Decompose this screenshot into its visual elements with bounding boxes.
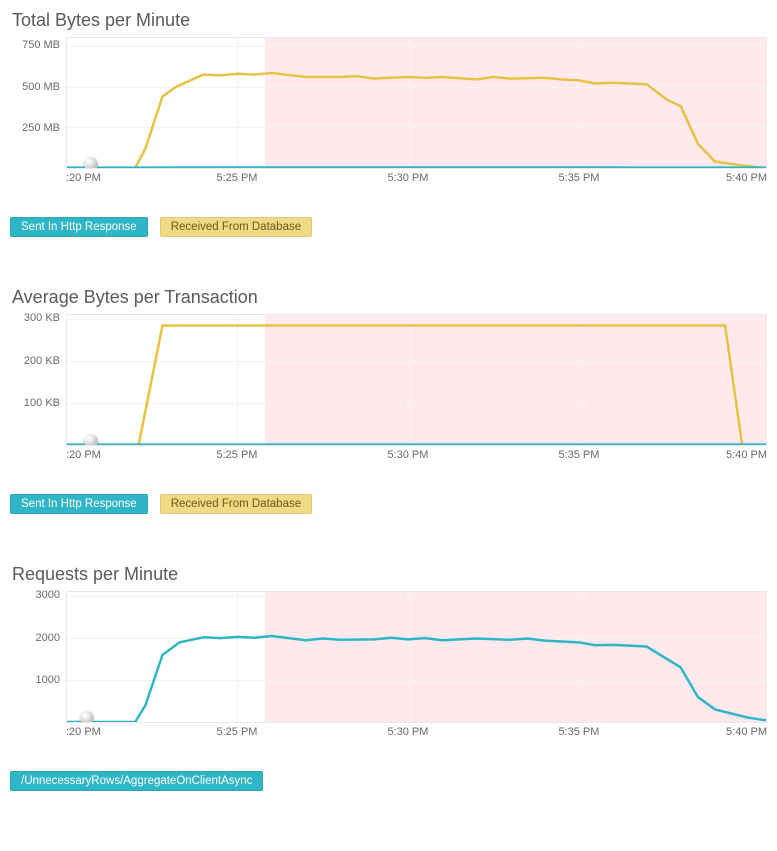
y-tick-label: 750 MB (22, 39, 60, 51)
legend-item[interactable]: Sent In Http Response (10, 494, 148, 514)
chart-title: Requests per Minute (12, 564, 767, 585)
chart-avg-bytes: Average Bytes per Transaction 100 KB 200 K… (10, 287, 767, 514)
series-svg (67, 38, 766, 168)
x-tick-label: 5:35 PM (558, 726, 599, 738)
x-axis-labels: :20 PM 5:25 PM 5:30 PM 5:35 PM 5:40 PM (10, 725, 767, 741)
x-tick-label: 5:35 PM (558, 172, 599, 184)
y-tick-label: 1000 (36, 674, 60, 686)
x-tick-label: 5:40 PM (726, 449, 767, 461)
x-tick-label: 5:25 PM (216, 172, 257, 184)
y-tick-label: 200 KB (24, 355, 60, 367)
x-tick-label: :20 PM (66, 449, 101, 461)
time-marker-icon[interactable] (80, 711, 94, 723)
x-tick-label: :20 PM (66, 172, 101, 184)
chart-frame: 100 KB 200 KB 300 KB :20 PM 5:25 PM 5:30 PM 5:… (10, 314, 767, 464)
x-tick-label: 5:40 PM (726, 172, 767, 184)
legend: Sent In Http Response Received From Datab… (10, 494, 767, 514)
time-marker-icon[interactable] (84, 434, 98, 446)
time-marker-icon[interactable] (84, 157, 98, 169)
chart-title: Average Bytes per Transaction (12, 287, 767, 308)
legend-item[interactable]: /UnnecessaryRows/AggregateOnClientAsync (10, 771, 263, 791)
y-tick-label: 500 MB (22, 81, 60, 93)
legend-item[interactable]: Received From Database (160, 494, 312, 514)
legend-item[interactable]: Received From Database (160, 217, 312, 237)
y-axis-labels: 100 KB 200 KB 300 KB (10, 314, 64, 446)
series-svg (67, 592, 766, 722)
chart-frame: 250 MB 500 MB 750 MB :20 PM 5:25 PM 5:30 PM 5:… (10, 37, 767, 187)
y-tick-label: 100 KB (24, 397, 60, 409)
x-tick-label: :20 PM (66, 726, 101, 738)
y-axis-labels: 250 MB 500 MB 750 MB (10, 37, 64, 169)
x-tick-label: 5:40 PM (726, 726, 767, 738)
series-line[interactable] (67, 73, 766, 168)
x-axis-labels: :20 PM 5:25 PM 5:30 PM 5:35 PM 5:40 PM (10, 448, 767, 464)
y-tick-label: 3000 (36, 589, 60, 601)
chart-frame: 1000 2000 3000 :20 PM 5:25 PM 5:30 PM 5:35 PM 5… (10, 591, 767, 741)
x-tick-label: 5:30 PM (387, 172, 428, 184)
x-tick-label: 5:25 PM (216, 449, 257, 461)
series-line[interactable] (67, 325, 766, 445)
chart-total-bytes: Total Bytes per Minute 250 MB 500 MB 750 MB… (10, 10, 767, 237)
legend: /UnnecessaryRows/AggregateOnClientAsync (10, 771, 767, 791)
plot-area[interactable] (66, 591, 767, 723)
x-axis-labels: :20 PM 5:25 PM 5:30 PM 5:35 PM 5:40 PM (10, 171, 767, 187)
x-tick-label: 5:30 PM (387, 726, 428, 738)
y-tick-label: 250 MB (22, 122, 60, 134)
y-axis-labels: 1000 2000 3000 (10, 591, 64, 723)
chart-title: Total Bytes per Minute (12, 10, 767, 31)
plot-area[interactable] (66, 314, 767, 446)
legend: Sent In Http Response Received From Datab… (10, 217, 767, 237)
series-svg (67, 315, 766, 445)
plot-area[interactable] (66, 37, 767, 169)
chart-requests: Requests per Minute 1000 2000 3000 :20 PM 5:2… (10, 564, 767, 791)
legend-item[interactable]: Sent In Http Response (10, 217, 148, 237)
x-tick-label: 5:30 PM (387, 449, 428, 461)
series-line[interactable] (67, 636, 766, 722)
x-tick-label: 5:25 PM (216, 726, 257, 738)
y-tick-label: 2000 (36, 632, 60, 644)
x-tick-label: 5:35 PM (558, 449, 599, 461)
y-tick-label: 300 KB (24, 312, 60, 324)
